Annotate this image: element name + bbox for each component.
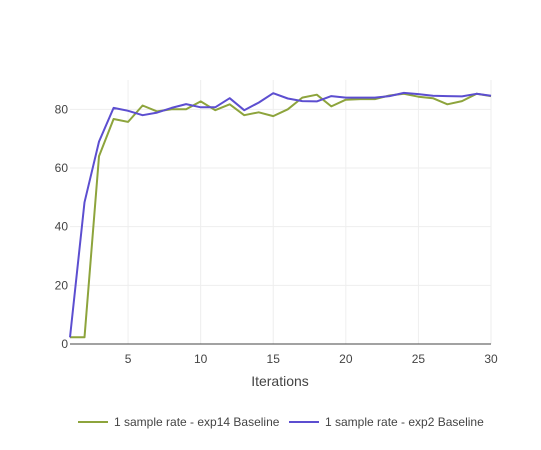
x-tick-label-20: 20	[339, 352, 353, 366]
legend: 1 sample rate - exp14 Baseline 1 sample r…	[78, 415, 484, 429]
x-tick-label-15: 15	[267, 352, 281, 366]
series-layer	[69, 91, 492, 339]
y-tick-label-60: 60	[55, 161, 69, 175]
y-tick-label-40: 40	[55, 220, 69, 234]
legend-item-1[interactable]: 1 sample rate - exp14 Baseline	[78, 415, 280, 429]
series-line-1	[70, 92, 492, 339]
grid-layer	[70, 80, 492, 344]
legend-label-1: 1 sample rate - exp14 Baseline	[114, 415, 280, 429]
axis-layer: 5 10 15 20 25 30 0 20 40 60 80	[55, 102, 498, 366]
x-tick-label-10: 10	[194, 352, 208, 366]
legend-item-2[interactable]: 1 sample rate - exp2 Baseline	[289, 415, 484, 429]
x-tick-label-25: 25	[412, 352, 426, 366]
x-tick-label-5: 5	[125, 352, 132, 366]
x-axis-title: Iterations	[251, 373, 309, 389]
legend-label-2: 1 sample rate - exp2 Baseline	[325, 415, 484, 429]
y-tick-label-0: 0	[61, 337, 68, 351]
series-line-2	[69, 91, 492, 338]
y-tick-label-80: 80	[55, 102, 69, 116]
x-tick-label-30: 30	[484, 352, 498, 366]
y-tick-label-20: 20	[55, 278, 69, 292]
